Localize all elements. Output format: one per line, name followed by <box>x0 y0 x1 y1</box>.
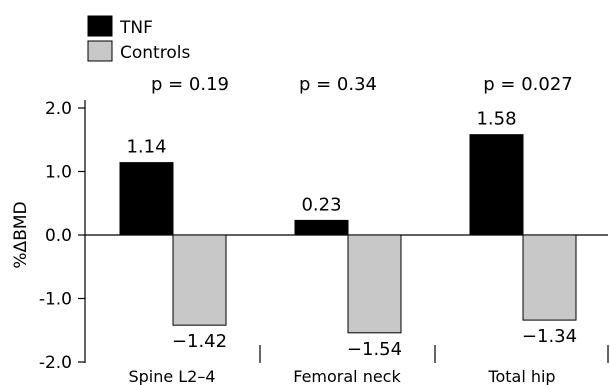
category-label-1: Spine L2–4 <box>128 367 215 385</box>
y-tick-label: 2.0 <box>45 99 72 119</box>
value-label-controls-2: −1.54 <box>347 339 402 360</box>
category-label-3: Total hip <box>487 367 555 385</box>
legend-swatch-controls <box>87 40 113 62</box>
p-value-label-2: p = 0.34 <box>299 74 377 95</box>
p-value-label-3: p = 0.027 <box>483 74 572 95</box>
bar-tnf-1 <box>119 162 174 236</box>
y-tick-label: 1.0 <box>45 163 72 183</box>
bar-controls-3 <box>522 234 577 321</box>
value-label-controls-3: −1.34 <box>522 326 577 347</box>
value-label-tnf-2: 0.23 <box>301 194 341 215</box>
p-value-labels: p = 0.19 p = 0.34 p = 0.027 <box>151 74 573 95</box>
legend: TNF Controls <box>87 15 190 63</box>
y-tick-label: -2.0 <box>39 353 72 373</box>
y-tick-label: 0.0 <box>45 226 72 246</box>
legend-label-controls: Controls <box>120 43 190 63</box>
value-label-tnf-1: 1.14 <box>126 137 166 158</box>
y-tick-label: -1.0 <box>39 290 72 310</box>
legend-label-tnf: TNF <box>119 18 153 38</box>
value-label-controls-1: −1.42 <box>172 331 227 352</box>
p-value-label-1: p = 0.19 <box>151 74 229 95</box>
category-separators <box>259 345 609 363</box>
category-label-2: Femoral neck <box>293 367 401 385</box>
value-labels: 1.14 −1.42 0.23 −1.54 1.58 −1.34 <box>126 109 577 360</box>
bar-controls-1 <box>172 234 227 326</box>
category-labels: Spine L2–4 Femoral neck Total hip <box>128 367 555 385</box>
value-label-tnf-3: 1.58 <box>476 109 516 130</box>
legend-swatch-tnf <box>87 15 113 37</box>
bar-controls-2 <box>347 234 402 334</box>
y-axis-title: %ΔBMD <box>11 201 31 268</box>
bars <box>119 134 577 334</box>
bar-tnf-3 <box>469 134 524 236</box>
bar-tnf-2 <box>294 219 349 236</box>
y-ticks: 2.0 1.0 0.0 -1.0 -2.0 <box>39 99 85 373</box>
